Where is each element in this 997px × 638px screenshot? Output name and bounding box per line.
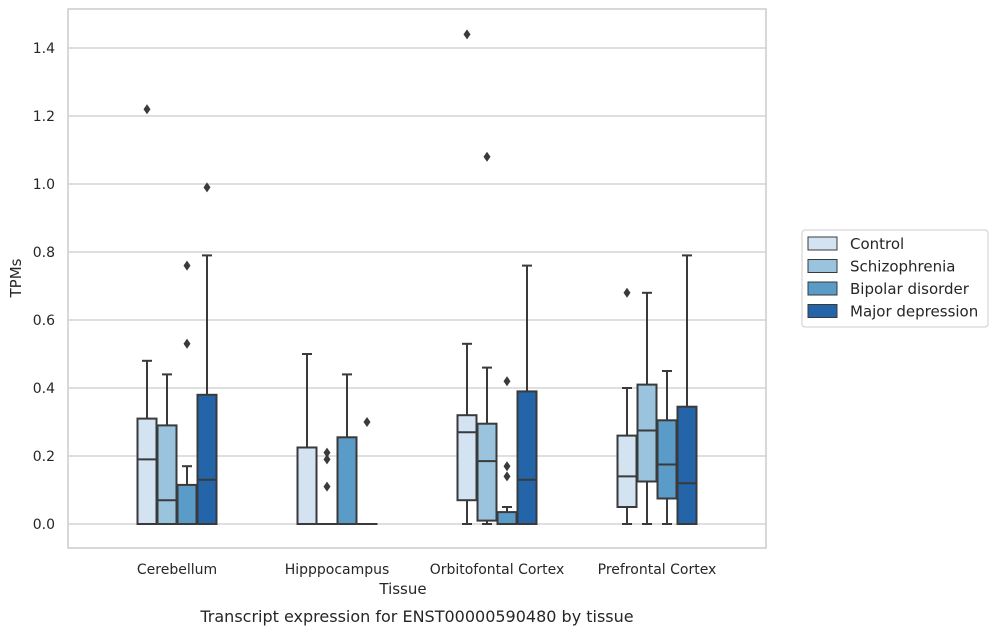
outlier-point	[324, 482, 331, 492]
y-tick-label: 1.0	[33, 177, 55, 193]
box-major-depression	[678, 255, 697, 524]
box-body	[678, 407, 697, 524]
box-body	[458, 415, 477, 500]
legend-label: Bipolar disorder	[850, 280, 970, 298]
outlier-point	[504, 471, 511, 481]
outlier-point	[504, 376, 511, 386]
y-tick-label: 0.4	[33, 381, 55, 397]
y-tick-label: 1.4	[33, 41, 55, 57]
legend-swatch	[808, 282, 837, 295]
legend-label: Control	[850, 235, 904, 253]
box-major-depression	[198, 182, 217, 524]
x-tick-labels: Cerebellum Hipppocampus Orbitofontal Corte…	[137, 562, 716, 578]
outlier-point	[364, 417, 371, 427]
chart-caption: Transcript expression for ENST0000059048…	[199, 607, 633, 626]
outlier-point	[624, 288, 631, 298]
box-control	[138, 104, 157, 524]
box-schizophrenia	[318, 448, 337, 524]
legend-label: Major depression	[850, 303, 978, 321]
y-tick-label: 0.0	[33, 517, 55, 533]
box-body	[158, 425, 177, 524]
legend-swatch	[808, 305, 837, 318]
y-tick-labels: 0.0 0.2 0.4 0.6 0.8 1.0 1.2 1.4	[33, 41, 55, 533]
x-tick-label: Orbitofontal Cortex	[430, 562, 565, 578]
box-body	[498, 512, 517, 524]
outlier-point	[484, 152, 491, 162]
box-schizophrenia	[158, 374, 177, 524]
box-body	[658, 420, 677, 498]
box-major-depression	[518, 266, 537, 524]
box-body	[478, 424, 497, 521]
y-tick-label: 1.2	[33, 109, 55, 125]
outlier-point	[184, 339, 191, 349]
box-body	[518, 391, 537, 524]
box-bipolar-disorder	[338, 374, 357, 524]
box-control	[618, 288, 637, 524]
legend-swatch	[808, 260, 837, 273]
legend: Control Schizophrenia Bipolar disorder Majo…	[802, 230, 988, 327]
box-schizophrenia	[478, 152, 497, 524]
x-tick-label: Hipppocampus	[285, 562, 390, 578]
box-body	[138, 419, 157, 524]
box-body	[298, 448, 317, 525]
legend-swatch	[808, 237, 837, 250]
plot-layer	[138, 29, 697, 524]
box-schizophrenia	[638, 293, 657, 524]
y-tick-label: 0.2	[33, 449, 55, 465]
x-tick-label: Prefrontal Cortex	[598, 562, 717, 578]
y-tick-label: 0.8	[33, 245, 55, 261]
y-axis-label: TPMs	[7, 258, 25, 298]
outlier-point	[184, 261, 191, 271]
outlier-point	[464, 29, 471, 39]
y-tick-label: 0.6	[33, 313, 55, 329]
x-axis-label: Tissue	[378, 580, 426, 598]
box-bipolar-disorder	[658, 371, 677, 524]
outlier-point	[504, 461, 511, 471]
x-tick-label: Cerebellum	[137, 562, 217, 578]
box-body	[338, 437, 357, 524]
box-body	[198, 395, 217, 524]
box-bipolar-disorder	[178, 261, 197, 524]
box-control	[458, 29, 477, 524]
box-body	[178, 485, 197, 524]
box-bipolar-disorder	[498, 376, 517, 524]
box-control	[298, 354, 317, 524]
legend-label: Schizophrenia	[850, 258, 955, 276]
outlier-point	[144, 104, 151, 114]
box-body	[618, 436, 637, 507]
box-body	[638, 385, 657, 482]
box-major-depression	[358, 417, 377, 524]
